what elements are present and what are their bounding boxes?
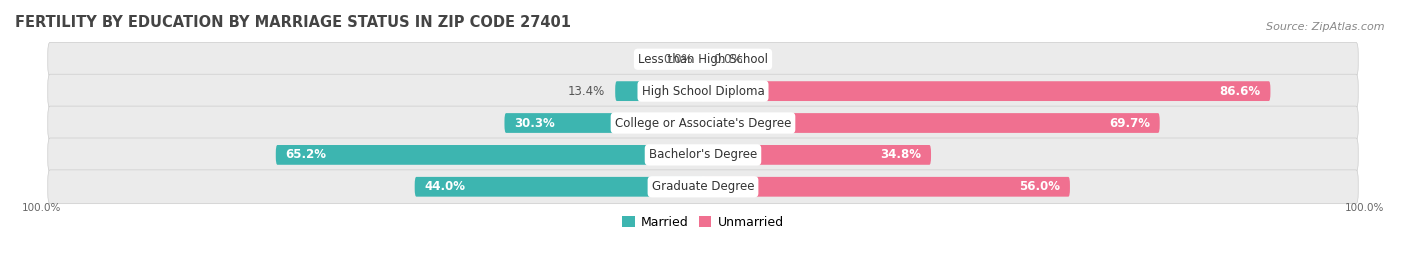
- Text: Graduate Degree: Graduate Degree: [652, 180, 754, 193]
- FancyBboxPatch shape: [703, 177, 1070, 197]
- FancyBboxPatch shape: [616, 81, 703, 101]
- Text: Bachelor's Degree: Bachelor's Degree: [650, 148, 756, 161]
- Text: 0.0%: 0.0%: [713, 53, 742, 66]
- FancyBboxPatch shape: [703, 81, 1271, 101]
- Text: FERTILITY BY EDUCATION BY MARRIAGE STATUS IN ZIP CODE 27401: FERTILITY BY EDUCATION BY MARRIAGE STATU…: [15, 15, 571, 30]
- Text: 30.3%: 30.3%: [515, 116, 555, 129]
- Text: 0.0%: 0.0%: [664, 53, 693, 66]
- Legend: Married, Unmarried: Married, Unmarried: [623, 216, 783, 229]
- FancyBboxPatch shape: [415, 177, 703, 197]
- Text: 56.0%: 56.0%: [1019, 180, 1060, 193]
- Text: 69.7%: 69.7%: [1109, 116, 1150, 129]
- Text: 44.0%: 44.0%: [425, 180, 465, 193]
- Text: 65.2%: 65.2%: [285, 148, 326, 161]
- Text: College or Associate's Degree: College or Associate's Degree: [614, 116, 792, 129]
- Text: 34.8%: 34.8%: [880, 148, 921, 161]
- Text: 100.0%: 100.0%: [21, 203, 60, 213]
- FancyBboxPatch shape: [683, 49, 703, 69]
- FancyBboxPatch shape: [48, 106, 1358, 140]
- FancyBboxPatch shape: [48, 42, 1358, 76]
- Text: 13.4%: 13.4%: [568, 85, 606, 98]
- FancyBboxPatch shape: [703, 113, 1160, 133]
- FancyBboxPatch shape: [703, 49, 723, 69]
- Text: 86.6%: 86.6%: [1219, 85, 1261, 98]
- FancyBboxPatch shape: [276, 145, 703, 165]
- FancyBboxPatch shape: [48, 74, 1358, 108]
- Text: Source: ZipAtlas.com: Source: ZipAtlas.com: [1267, 22, 1385, 31]
- FancyBboxPatch shape: [48, 138, 1358, 172]
- Text: High School Diploma: High School Diploma: [641, 85, 765, 98]
- Text: 100.0%: 100.0%: [1346, 203, 1385, 213]
- FancyBboxPatch shape: [505, 113, 703, 133]
- Text: Less than High School: Less than High School: [638, 53, 768, 66]
- FancyBboxPatch shape: [703, 145, 931, 165]
- FancyBboxPatch shape: [48, 170, 1358, 204]
